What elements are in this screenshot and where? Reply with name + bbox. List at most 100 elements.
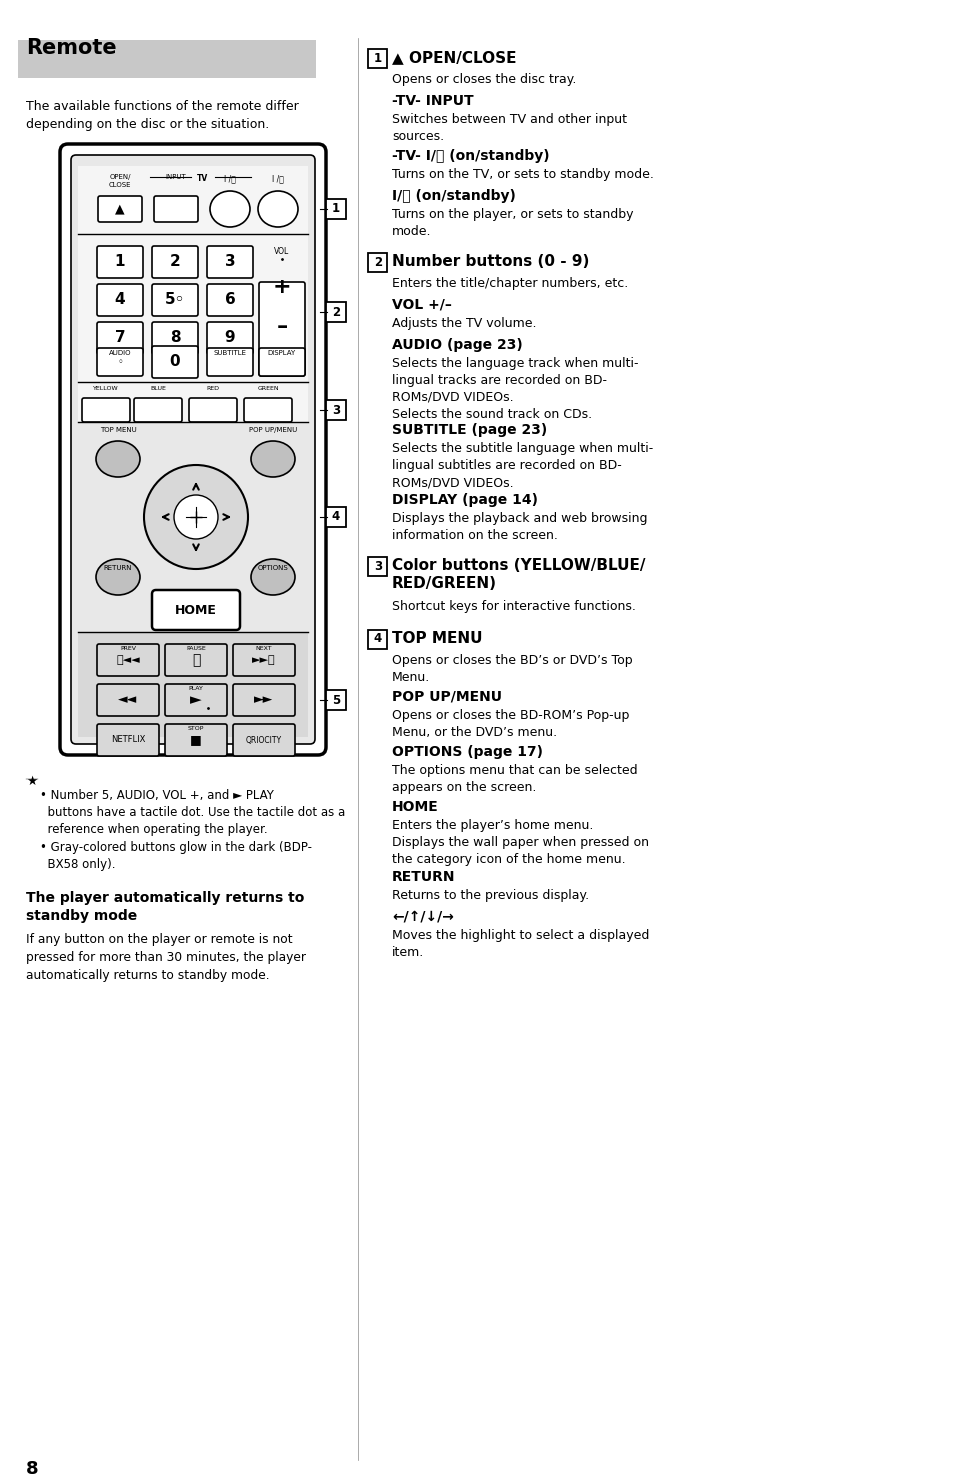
FancyBboxPatch shape <box>78 166 308 234</box>
FancyBboxPatch shape <box>233 644 294 676</box>
Circle shape <box>144 466 248 569</box>
Text: HOME: HOME <box>392 799 438 814</box>
Ellipse shape <box>251 559 294 595</box>
Text: 3: 3 <box>332 403 339 417</box>
Text: 8: 8 <box>170 331 180 346</box>
Text: The available functions of the remote differ
depending on the disc or the situat: The available functions of the remote di… <box>26 99 298 131</box>
Text: Moves the highlight to select a displayed
item.: Moves the highlight to select a displaye… <box>392 928 649 960</box>
Text: PLAY: PLAY <box>189 687 203 691</box>
FancyBboxPatch shape <box>71 156 314 744</box>
FancyBboxPatch shape <box>97 644 159 676</box>
Text: RETURN: RETURN <box>392 871 455 884</box>
Text: • Number 5, AUDIO, VOL +, and ► PLAY
  buttons have a tactile dot. Use the tacti: • Number 5, AUDIO, VOL +, and ► PLAY but… <box>40 789 345 836</box>
Ellipse shape <box>251 440 294 478</box>
Text: 2: 2 <box>374 255 381 268</box>
Text: OPTIONS (page 17): OPTIONS (page 17) <box>392 744 542 759</box>
FancyBboxPatch shape <box>97 246 143 277</box>
Ellipse shape <box>96 440 140 478</box>
FancyBboxPatch shape <box>78 383 308 423</box>
FancyBboxPatch shape <box>244 397 292 423</box>
FancyBboxPatch shape <box>165 724 227 756</box>
Text: DISPLAY (page 14): DISPLAY (page 14) <box>392 492 537 507</box>
FancyBboxPatch shape <box>97 349 143 377</box>
Text: BLUE: BLUE <box>150 386 166 392</box>
Ellipse shape <box>96 559 140 595</box>
FancyBboxPatch shape <box>78 632 308 737</box>
FancyBboxPatch shape <box>97 285 143 316</box>
FancyBboxPatch shape <box>165 644 227 676</box>
Ellipse shape <box>210 191 250 227</box>
Text: Turns on the player, or sets to standby
mode.: Turns on the player, or sets to standby … <box>392 208 633 237</box>
FancyBboxPatch shape <box>326 199 346 219</box>
Text: QRIOCITY: QRIOCITY <box>246 736 282 744</box>
Text: 6: 6 <box>224 292 235 307</box>
Text: 1: 1 <box>332 203 339 215</box>
Text: Selects the language track when multi-
lingual tracks are recorded on BD-
ROMs/D: Selects the language track when multi- l… <box>392 357 638 421</box>
Text: SUBTITLE (page 23): SUBTITLE (page 23) <box>392 423 547 437</box>
Text: YELLOW: YELLOW <box>93 386 119 392</box>
Text: ■: ■ <box>190 734 202 746</box>
Text: ★: ★ <box>26 776 37 787</box>
FancyBboxPatch shape <box>152 590 240 630</box>
Text: ▲ OPEN/CLOSE: ▲ OPEN/CLOSE <box>392 50 516 65</box>
Ellipse shape <box>257 191 297 227</box>
FancyBboxPatch shape <box>368 252 387 271</box>
FancyBboxPatch shape <box>18 40 315 79</box>
Text: TOP MENU: TOP MENU <box>99 427 136 433</box>
Text: 0: 0 <box>170 354 180 369</box>
Circle shape <box>173 495 218 538</box>
Text: HOME: HOME <box>175 604 216 617</box>
Text: POP UP/MENU: POP UP/MENU <box>392 690 501 704</box>
Text: Remote: Remote <box>26 39 116 58</box>
Text: Opens or closes the disc tray.: Opens or closes the disc tray. <box>392 73 576 86</box>
Text: 5◦: 5◦ <box>165 292 185 307</box>
FancyBboxPatch shape <box>258 349 305 377</box>
Text: POP UP/MENU: POP UP/MENU <box>249 427 296 433</box>
Text: 1: 1 <box>374 52 381 64</box>
FancyBboxPatch shape <box>207 246 253 277</box>
Text: ►►: ►► <box>254 694 274 706</box>
FancyBboxPatch shape <box>152 322 198 354</box>
Text: Opens or closes the BD’s or DVD’s Top
Menu.: Opens or closes the BD’s or DVD’s Top Me… <box>392 654 632 684</box>
FancyBboxPatch shape <box>165 684 227 716</box>
Text: PAUSE: PAUSE <box>186 647 206 651</box>
Text: 1: 1 <box>114 255 125 270</box>
Text: 4: 4 <box>114 292 125 307</box>
Text: Enters the player’s home menu.
Displays the wall paper when pressed on
the categ: Enters the player’s home menu. Displays … <box>392 819 648 866</box>
FancyBboxPatch shape <box>207 285 253 316</box>
FancyBboxPatch shape <box>82 397 130 423</box>
Text: PREV: PREV <box>120 647 136 651</box>
Text: ◄◄: ◄◄ <box>118 694 137 706</box>
Text: -TV- INPUT: -TV- INPUT <box>392 93 473 108</box>
Text: ←/↑/↓/→: ←/↑/↓/→ <box>392 911 454 924</box>
Text: –: – <box>276 317 287 337</box>
FancyBboxPatch shape <box>207 349 253 377</box>
FancyBboxPatch shape <box>152 285 198 316</box>
Text: STOP: STOP <box>188 727 204 731</box>
Text: INPUT: INPUT <box>166 174 186 179</box>
FancyBboxPatch shape <box>233 684 294 716</box>
Text: DISPLAY: DISPLAY <box>268 350 295 356</box>
Text: CLOSE: CLOSE <box>109 182 132 188</box>
Text: Number buttons (0 - 9): Number buttons (0 - 9) <box>392 254 589 268</box>
Text: • Gray-colored buttons glow in the dark (BDP-
  BX58 only).: • Gray-colored buttons glow in the dark … <box>40 841 312 871</box>
Text: Opens or closes the BD-ROM’s Pop-up
Menu, or the DVD’s menu.: Opens or closes the BD-ROM’s Pop-up Menu… <box>392 709 629 739</box>
Text: Selects the subtitle language when multi-
lingual subtitles are recorded on BD-
: Selects the subtitle language when multi… <box>392 442 653 489</box>
FancyBboxPatch shape <box>133 397 182 423</box>
Text: RED: RED <box>206 386 219 392</box>
Text: Turns on the TV, or sets to standby mode.: Turns on the TV, or sets to standby mode… <box>392 168 653 181</box>
FancyBboxPatch shape <box>60 144 326 755</box>
FancyBboxPatch shape <box>153 196 198 222</box>
Text: I /⏻: I /⏻ <box>272 174 284 182</box>
Text: RETURN: RETURN <box>104 565 132 571</box>
FancyBboxPatch shape <box>326 400 346 420</box>
Text: VOL: VOL <box>274 248 290 257</box>
Text: ►: ► <box>190 693 202 707</box>
Text: I /⏻: I /⏻ <box>224 174 235 182</box>
FancyBboxPatch shape <box>368 49 387 68</box>
Text: AUDIO: AUDIO <box>109 350 132 356</box>
FancyBboxPatch shape <box>368 629 387 648</box>
FancyBboxPatch shape <box>97 322 143 354</box>
FancyBboxPatch shape <box>152 346 198 378</box>
FancyBboxPatch shape <box>233 724 294 756</box>
